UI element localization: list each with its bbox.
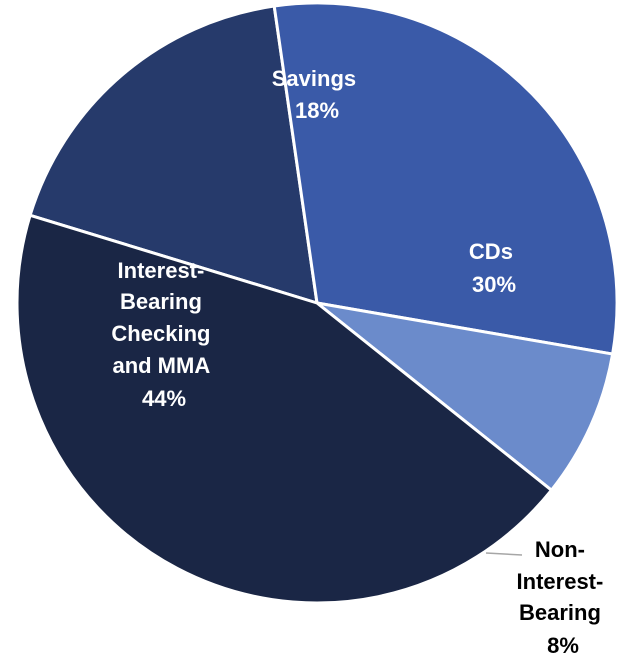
cds-name: CDs (469, 239, 513, 264)
savings-percent: 18% (295, 98, 339, 123)
slice-label-cds: CDs 30% (469, 239, 519, 297)
slice-label-savings: Savings 18% (272, 66, 363, 123)
non-interest-bearing-percent: 8% (547, 633, 579, 658)
non-interest-bearing-name-line-2: Interest- (517, 569, 604, 594)
interest-bearing-name-line-1: Interest- (118, 258, 205, 283)
interest-bearing-name-line-3: Checking (111, 321, 210, 346)
slice-interest-bearing-checking-mma (15, 213, 553, 605)
pie-slices (15, 1, 619, 605)
savings-name: Savings (272, 66, 356, 91)
non-interest-bearing-name-line-1: Non- (535, 537, 585, 562)
slice-label-interest-bearing: Interest- Bearing Checking and MMA 44% (111, 258, 216, 411)
non-interest-bearing-leader-line (485, 552, 523, 556)
interest-bearing-name-line-2: Bearing (120, 289, 202, 314)
slice-cds (272, 1, 619, 356)
slice-savings (28, 4, 319, 305)
interest-bearing-name-line-4: and MMA (112, 353, 210, 378)
slice-label-non-interest-bearing: Non- Interest- Bearing 8% (517, 537, 610, 658)
cds-percent: 30% (472, 272, 516, 297)
interest-bearing-percent: 44% (142, 386, 186, 411)
non-interest-bearing-name-line-3: Bearing (519, 600, 601, 625)
slice-non-interest-bearing (315, 301, 615, 492)
